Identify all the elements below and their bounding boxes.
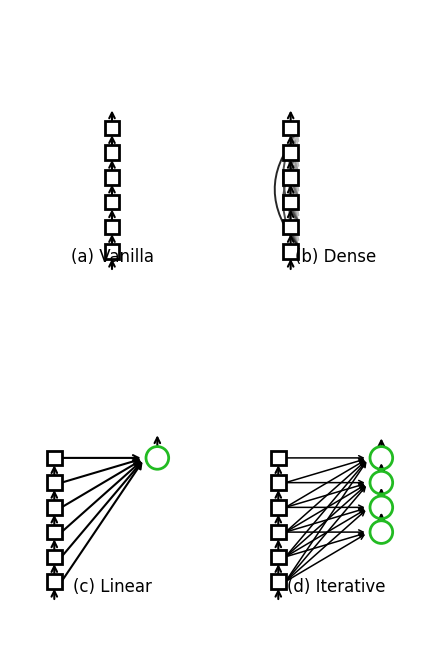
- Bar: [284, 220, 298, 234]
- Bar: [271, 525, 285, 539]
- Bar: [105, 195, 119, 209]
- Bar: [105, 121, 119, 135]
- Text: (c) Linear: (c) Linear: [73, 578, 151, 596]
- Bar: [105, 244, 119, 259]
- Bar: [47, 525, 61, 539]
- Bar: [271, 475, 285, 490]
- Bar: [284, 170, 298, 185]
- Text: (b) Dense: (b) Dense: [295, 248, 377, 266]
- Bar: [47, 550, 61, 564]
- Bar: [271, 451, 285, 465]
- Bar: [105, 170, 119, 185]
- Bar: [284, 244, 298, 259]
- Bar: [284, 195, 298, 209]
- Bar: [47, 500, 61, 515]
- Bar: [271, 550, 285, 564]
- Text: (d) Iterative: (d) Iterative: [287, 578, 385, 596]
- Bar: [105, 145, 119, 160]
- Bar: [271, 574, 285, 589]
- Bar: [105, 220, 119, 234]
- Text: (a) Vanilla: (a) Vanilla: [70, 248, 154, 266]
- Bar: [47, 574, 61, 589]
- Bar: [284, 121, 298, 135]
- Bar: [47, 475, 61, 490]
- Bar: [47, 451, 61, 465]
- Bar: [284, 145, 298, 160]
- Bar: [271, 500, 285, 515]
